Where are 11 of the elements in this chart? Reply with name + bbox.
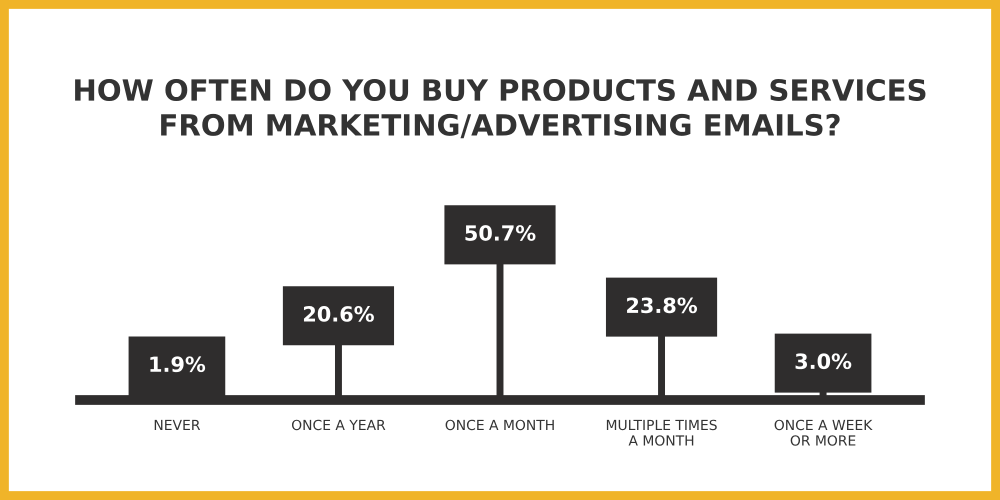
data-label: 3.0%: [796, 353, 852, 370]
category-label: NEVER: [154, 420, 200, 430]
category-label: ONCE A MONTH: [446, 420, 554, 430]
data-label: 50.7%: [465, 225, 536, 241]
text: HOW OFTEN DO YOU BUY PRODUCTS AND SERVICES FROM MARKETING/ADVERTISING EMAILS?: [75, 78, 926, 138]
data-label: 20.6%: [304, 306, 374, 322]
category-label: ONCE A WEEK OR MORE: [774, 420, 873, 446]
category-label: MULTIPLE TIMES A MONTH: [606, 420, 717, 446]
data-label: 23.8%: [627, 297, 698, 314]
category-label: ONCE A YEAR: [292, 420, 386, 430]
data-label: 1.9%: [150, 356, 206, 372]
